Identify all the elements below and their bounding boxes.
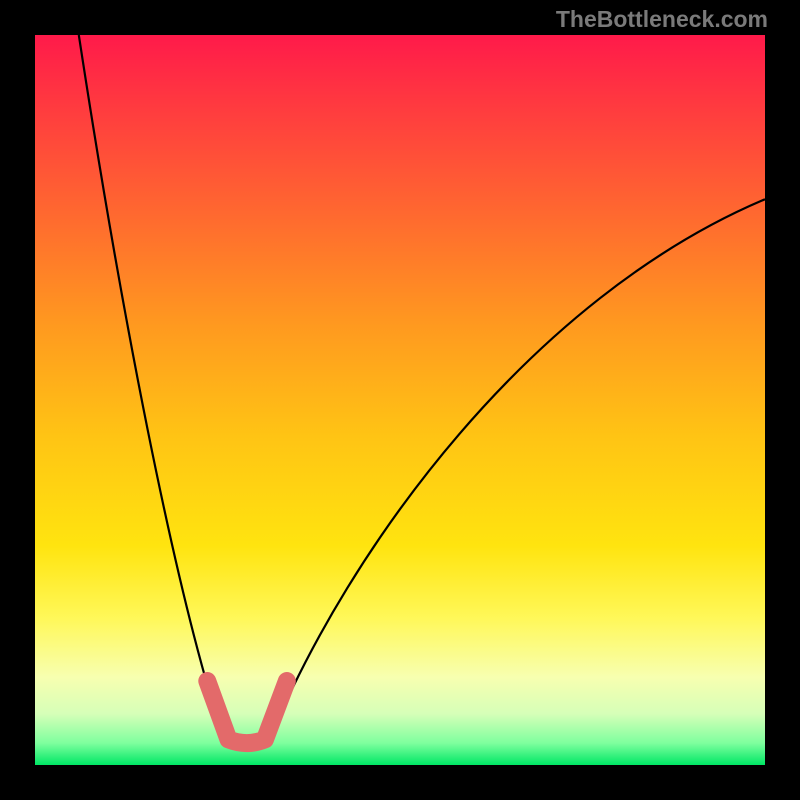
gradient-background [35, 35, 765, 765]
plot-area [35, 35, 765, 765]
plot-svg [35, 35, 765, 765]
watermark-text: TheBottleneck.com [556, 6, 768, 33]
